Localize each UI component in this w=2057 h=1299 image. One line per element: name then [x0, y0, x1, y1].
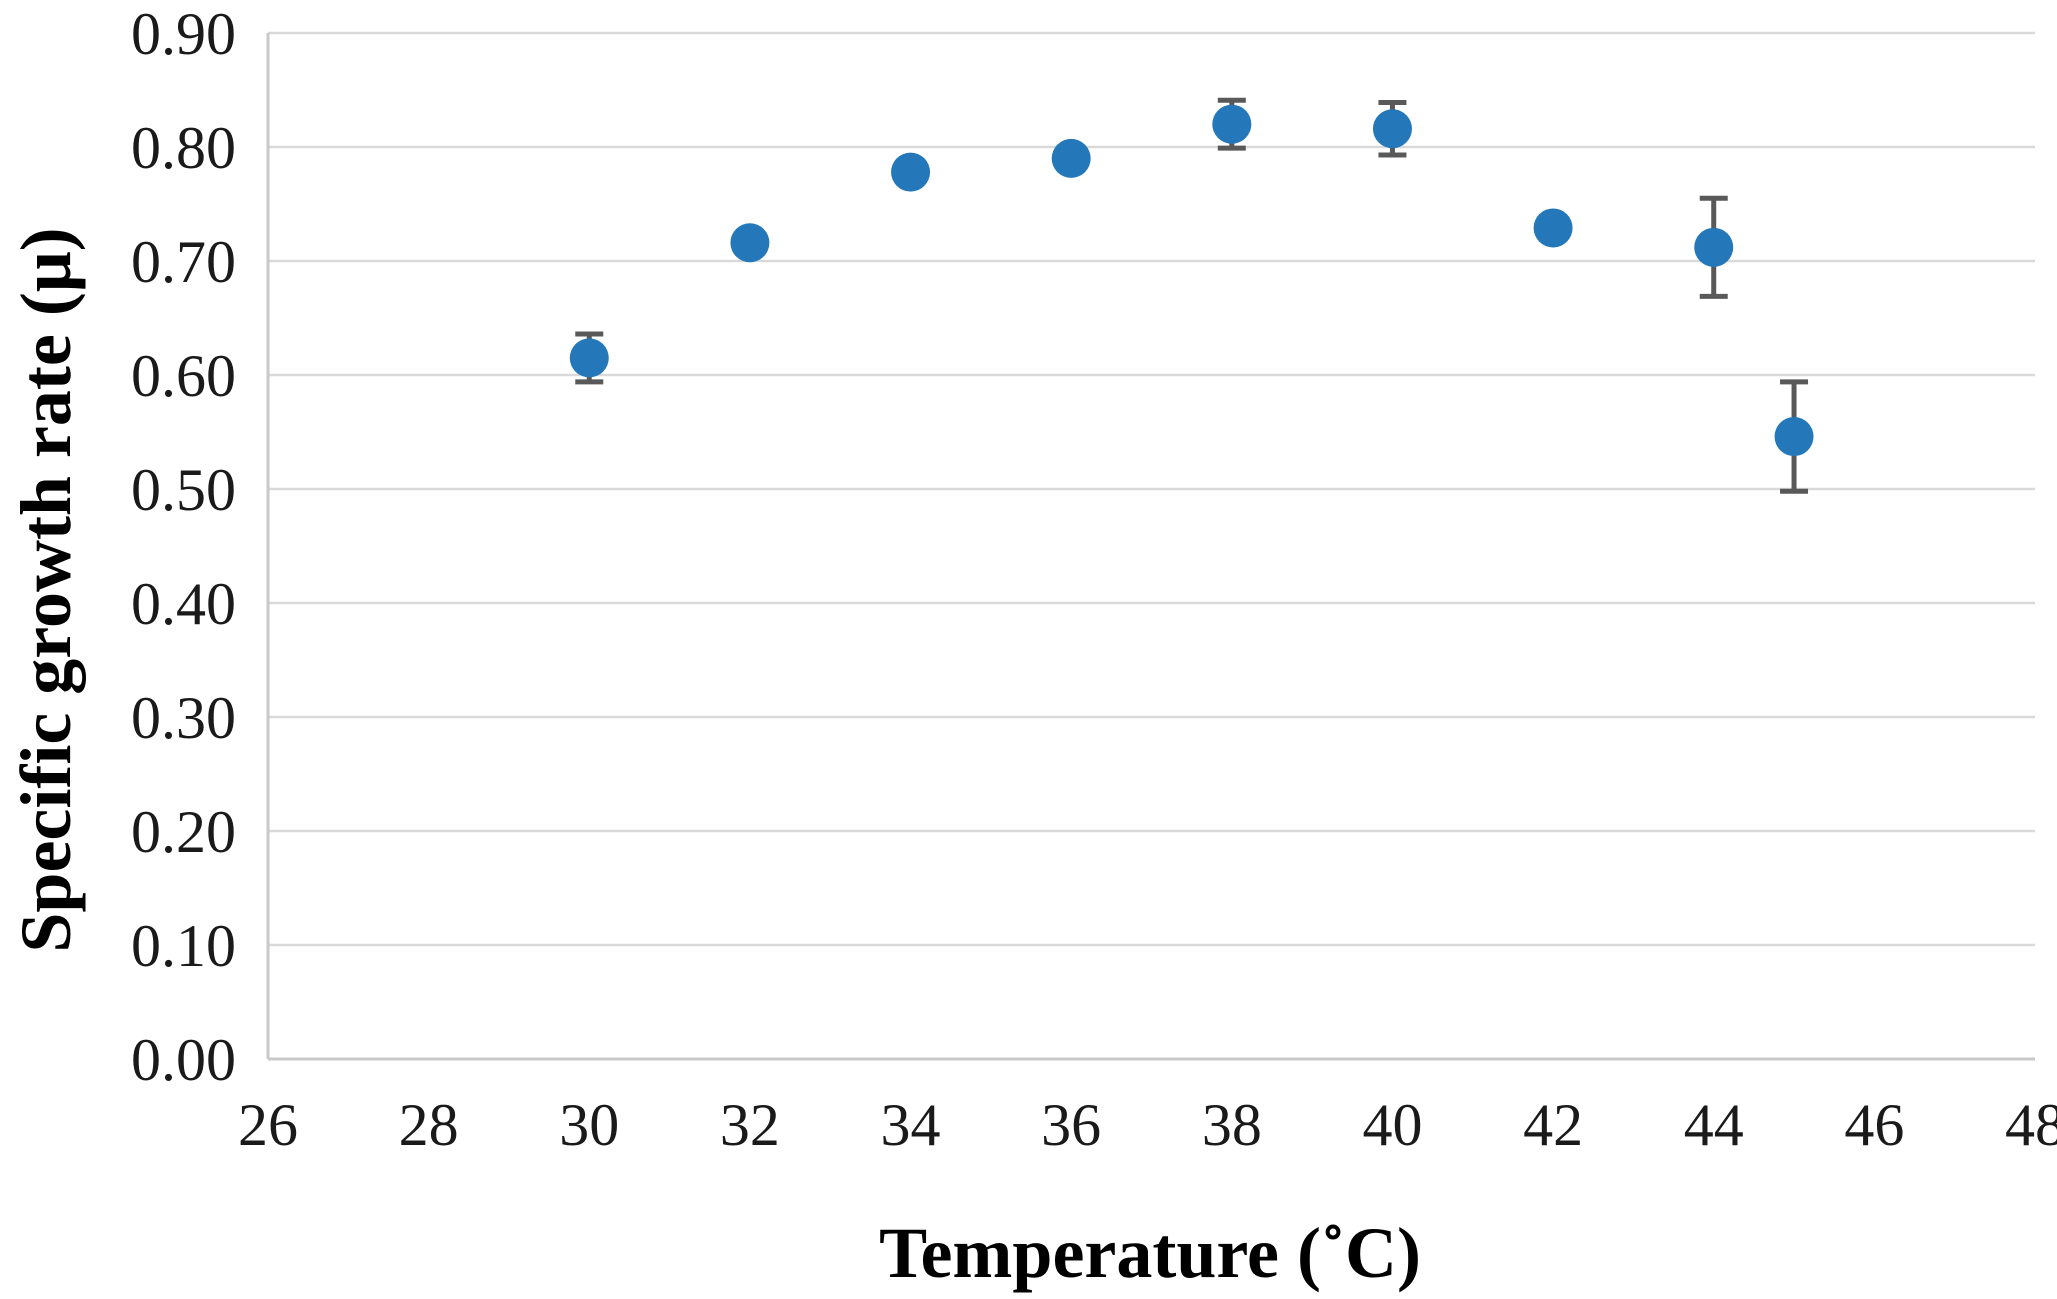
data-point: [569, 338, 609, 378]
x-tick-label: 30: [559, 1092, 619, 1158]
data-point: [1372, 109, 1412, 149]
y-axis-title: Specific growth rate (μ): [6, 227, 86, 953]
data-point: [1694, 227, 1734, 267]
y-tick-label: 0.90: [131, 1, 236, 67]
data-point: [1774, 417, 1814, 457]
x-tick-label: 40: [1362, 1092, 1422, 1158]
x-tick-label: 48: [2005, 1092, 2057, 1158]
y-tick-label: 0.80: [131, 115, 236, 181]
x-tick-label: 26: [238, 1092, 298, 1158]
data-point: [891, 152, 931, 192]
data-point: [1051, 138, 1091, 178]
y-tick-label: 0.60: [131, 343, 236, 409]
x-tick-label: 32: [720, 1092, 780, 1158]
x-tick-label: 34: [881, 1092, 941, 1158]
y-tick-label: 0.00: [131, 1027, 236, 1093]
x-tick-label: 46: [1844, 1092, 1904, 1158]
y-tick-label: 0.70: [131, 229, 236, 295]
x-tick-label: 42: [1523, 1092, 1583, 1158]
x-tick-label: 28: [399, 1092, 459, 1158]
y-tick-label: 0.10: [131, 913, 236, 979]
x-axis-title: Temperature (˚C): [879, 1213, 1421, 1293]
y-tick-label: 0.40: [131, 571, 236, 637]
data-point: [730, 223, 770, 263]
x-tick-label: 38: [1202, 1092, 1262, 1158]
data-point: [1533, 208, 1573, 248]
y-tick-label: 0.50: [131, 457, 236, 523]
y-tick-label: 0.30: [131, 685, 236, 751]
x-tick-label: 44: [1684, 1092, 1744, 1158]
data-point: [1212, 104, 1252, 144]
x-tick-label: 36: [1041, 1092, 1101, 1158]
y-tick-label: 0.20: [131, 799, 236, 865]
